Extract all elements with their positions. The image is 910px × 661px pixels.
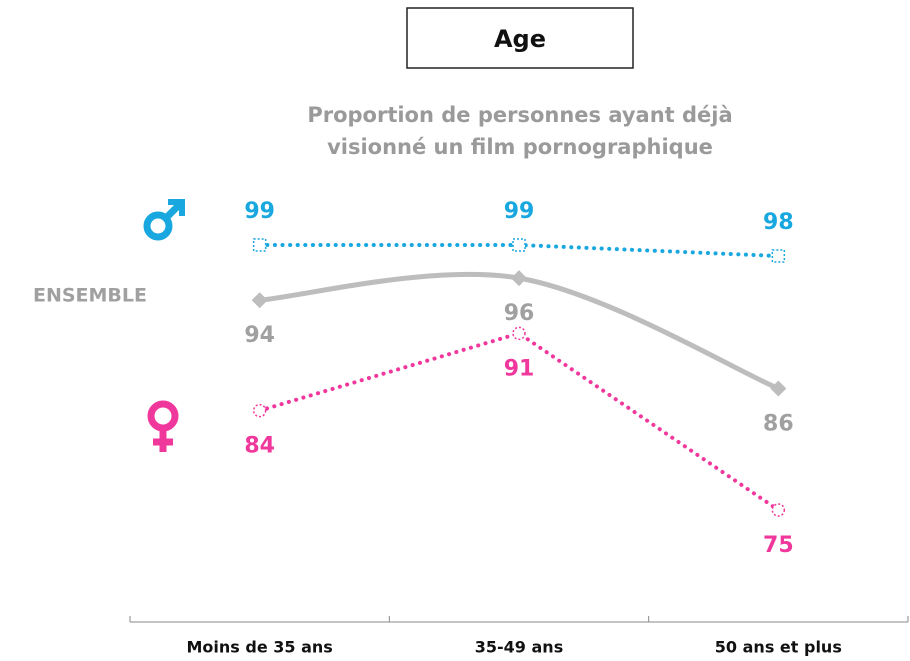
marker [512,326,526,341]
subtitle: visionné un film pornographique [327,135,713,159]
marker [771,249,786,263]
x-tick-label: Moins de 35 ans [187,638,333,657]
data-label: 96 [504,301,535,326]
data-label: 86 [763,412,794,437]
title-box [406,7,634,69]
male-icon [143,199,185,241]
subtitle: Proportion de personnes ayant déjà [307,103,732,127]
data-label: 75 [763,533,794,558]
marker [252,238,267,252]
data-label: 94 [244,323,275,348]
female-icon [147,400,179,452]
x-tick-label: 35-49 ans [475,638,563,657]
marker [512,238,526,252]
marker [252,403,267,418]
marker [770,380,787,397]
data-label: 98 [763,210,794,235]
data-label: 84 [244,434,275,459]
marker [771,503,786,517]
data-label: 99 [244,199,275,224]
marker [511,270,527,287]
data-label: 91 [504,356,535,381]
x-tick-label: 50 ans et plus [715,638,842,657]
legend-label: ENSEMBLE [33,285,147,307]
chart-title: Age [494,25,546,53]
line [257,331,781,512]
data-label: 99 [504,199,535,224]
marker [251,292,268,309]
